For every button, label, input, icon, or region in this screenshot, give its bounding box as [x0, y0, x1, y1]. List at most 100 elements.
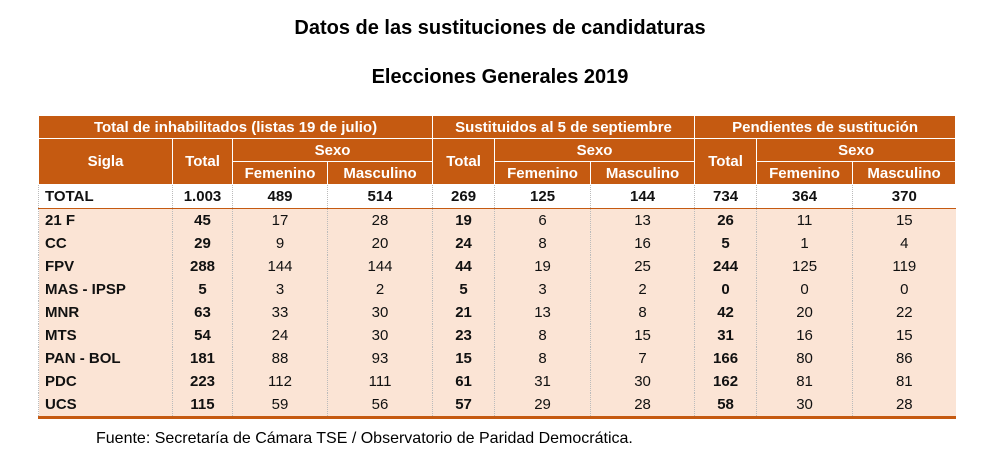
value-cell: 81: [852, 370, 956, 393]
value-cell: 29: [172, 232, 233, 255]
value-cell: 119: [852, 255, 956, 278]
value-cell: 30: [590, 370, 695, 393]
value-cell: 8: [494, 324, 591, 347]
value-cell: 15: [852, 324, 956, 347]
value-cell: 45: [172, 208, 233, 232]
table-row: 21 F 45 17 28 19 6 13 26 11 15: [38, 208, 956, 232]
value-cell: 15: [852, 208, 956, 232]
value-cell: 26: [694, 208, 757, 232]
value-cell: 16: [756, 324, 853, 347]
value-cell: 5: [172, 278, 233, 301]
value-cell: 28: [326, 208, 433, 232]
value-cell: 23: [432, 324, 495, 347]
value-cell: 58: [694, 393, 757, 419]
table-row: UCS 115 59 56 57 29 28 58 30 28: [38, 393, 956, 419]
col-masculino: Masculino: [852, 161, 957, 185]
value-cell: 59: [232, 393, 328, 419]
value-cell: 15: [432, 347, 495, 370]
total-row: TOTAL 1.003 489 514 269 125 144 734 364 370: [38, 184, 956, 209]
substitutions-table: Total de inhabilitados (listas 19 de jul…: [37, 115, 957, 419]
table-row: MAS - IPSP 5 3 2 5 3 2 0 0 0: [38, 278, 956, 301]
value-cell: 144: [590, 184, 695, 209]
sigla-cell: PDC: [38, 370, 173, 393]
value-cell: 370: [852, 184, 956, 209]
value-cell: 81: [756, 370, 853, 393]
sigla-cell: FPV: [38, 255, 173, 278]
source-note: Fuente: Secretaría de Cámara TSE / Obser…: [96, 430, 633, 447]
value-cell: 54: [172, 324, 233, 347]
value-cell: 223: [172, 370, 233, 393]
col-sexo: Sexo: [494, 138, 696, 162]
value-cell: 111: [326, 370, 433, 393]
table-row: PAN - BOL 181 88 93 15 8 7 166 80 86: [38, 347, 956, 370]
value-cell: 144: [232, 255, 328, 278]
value-cell: 3: [494, 278, 591, 301]
value-cell: 8: [590, 301, 695, 324]
sigla-cell: CC: [38, 232, 173, 255]
value-cell: 13: [494, 301, 591, 324]
table-row: MTS 54 24 30 23 8 15 31 16 15: [38, 324, 956, 347]
col-total: Total: [172, 138, 233, 185]
table-row: MNR 63 33 30 21 13 8 42 20 22: [38, 301, 956, 324]
value-cell: 86: [852, 347, 956, 370]
value-cell: 29: [494, 393, 591, 419]
value-cell: 8: [494, 232, 591, 255]
sigla-cell: MNR: [38, 301, 173, 324]
value-cell: 33: [232, 301, 328, 324]
value-cell: 7: [590, 347, 695, 370]
value-cell: 5: [432, 278, 495, 301]
value-cell: 31: [694, 324, 757, 347]
value-cell: 44: [432, 255, 495, 278]
value-cell: 20: [756, 301, 853, 324]
col-sexo: Sexo: [231, 138, 434, 162]
group-header-sustituidos: Sustituidos al 5 de septiembre: [432, 115, 696, 139]
value-cell: 364: [756, 184, 853, 209]
value-cell: 11: [756, 208, 853, 232]
value-cell: 63: [172, 301, 233, 324]
value-cell: 1: [756, 232, 853, 255]
col-femenino: Femenino: [232, 161, 328, 185]
value-cell: 80: [756, 347, 853, 370]
value-cell: 19: [432, 208, 495, 232]
value-cell: 1.003: [172, 184, 233, 209]
value-cell: 15: [590, 324, 695, 347]
sigla-cell: 21 F: [38, 208, 173, 232]
value-cell: 57: [432, 393, 495, 419]
value-cell: 5: [694, 232, 757, 255]
value-cell: 24: [432, 232, 495, 255]
page-title: Datos de las sustituciones de candidatur…: [294, 17, 706, 39]
table-row: CC 29 9 20 24 8 16 5 1 4: [38, 232, 956, 255]
value-cell: 2: [326, 278, 433, 301]
table-row: FPV 288 144 144 44 19 25 244 125 119: [38, 255, 956, 278]
value-cell: 22: [852, 301, 956, 324]
value-cell: 112: [232, 370, 328, 393]
value-cell: 30: [756, 393, 853, 419]
value-cell: 3: [232, 278, 328, 301]
value-cell: 16: [590, 232, 695, 255]
value-cell: 734: [694, 184, 757, 209]
col-total: Total: [694, 138, 758, 185]
value-cell: 125: [494, 184, 591, 209]
value-cell: 8: [494, 347, 591, 370]
value-cell: 21: [432, 301, 495, 324]
table-row: PDC 223 112 111 61 31 30 162 81 81: [38, 370, 956, 393]
group-header-pendientes: Pendientes de sustitución: [694, 115, 957, 139]
value-cell: 61: [432, 370, 495, 393]
value-cell: 19: [494, 255, 591, 278]
value-cell: 115: [172, 393, 233, 419]
sigla-cell: MAS - IPSP: [38, 278, 173, 301]
col-total: Total: [432, 138, 496, 185]
col-femenino: Femenino: [494, 161, 592, 185]
value-cell: 28: [852, 393, 956, 419]
value-cell: 288: [172, 255, 233, 278]
value-cell: 13: [590, 208, 695, 232]
value-cell: 166: [694, 347, 757, 370]
value-cell: 489: [232, 184, 328, 209]
value-cell: 144: [326, 255, 433, 278]
value-cell: 30: [326, 301, 433, 324]
sigla-cell: MTS: [38, 324, 173, 347]
group-header-inhabilitados: Total de inhabilitados (listas 19 de jul…: [37, 115, 434, 139]
col-masculino: Masculino: [590, 161, 696, 185]
value-cell: 28: [590, 393, 695, 419]
sigla-cell: TOTAL: [38, 184, 173, 209]
